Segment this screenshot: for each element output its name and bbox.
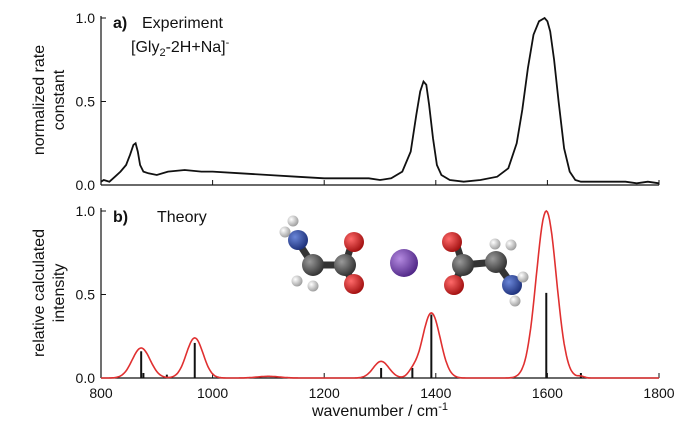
- panel-b-y-ticks: 0.0 0.5 1.0: [76, 203, 106, 386]
- glycine-left: [279, 215, 364, 294]
- panel-b-x-ticks: 800 1000 1200 1400 1600 1800: [89, 373, 675, 401]
- oxygen-atom: [442, 232, 462, 252]
- x-tick-label: 1600: [532, 385, 563, 401]
- experiment-series-line: [100, 16, 660, 185]
- panel-b-theory: 0.0 0.5 1.0 800 1000 1200 1400 1600 1800 b) The…: [31, 203, 675, 420]
- x-tick-label: 1200: [309, 385, 340, 401]
- x-tick-label: 1800: [643, 385, 674, 401]
- panel-a-y-ticks: 0.0 0.5 1.0: [76, 10, 106, 193]
- y-tick-label: 0.0: [76, 177, 96, 193]
- x-tick-label: 800: [89, 385, 113, 401]
- nitrogen-atom: [502, 275, 522, 295]
- x-tick-label: 1000: [197, 385, 228, 401]
- x-axis-label: wavenumber / cm-1: [311, 401, 448, 420]
- hydrogen-atom: [287, 215, 299, 227]
- y-tick-label: 0.5: [76, 94, 96, 110]
- hydrogen-atom: [307, 280, 319, 292]
- glycine-right: [442, 232, 529, 307]
- panel-b-y-axis-label-line2: intensity: [51, 264, 68, 323]
- theory-spectrum-curve: [101, 209, 659, 379]
- y-tick-label: 0.5: [76, 287, 96, 303]
- y-tick-label: 1.0: [76, 10, 96, 26]
- hydrogen-atom: [517, 271, 529, 283]
- nitrogen-atom: [288, 230, 308, 250]
- y-tick-label: 0.0: [76, 370, 96, 386]
- carbon-atom: [302, 254, 324, 276]
- glycine-sodium-complex-illustration: [279, 215, 529, 307]
- sodium-atom: [390, 249, 418, 277]
- carbon-atom: [485, 251, 507, 273]
- oxygen-atom: [344, 274, 364, 294]
- panel-b-title: Theory: [157, 209, 207, 226]
- panel-a-experiment: 0.0 0.5 1.0 a) Experiment [Gly2-2H+Na]- no…: [31, 10, 660, 193]
- panel-a-title: Experiment: [142, 15, 223, 32]
- oxygen-atom: [444, 275, 464, 295]
- y-tick-label: 1.0: [76, 203, 96, 219]
- panel-a-label: a): [113, 15, 127, 32]
- panel-a-y-axis-label-line2: constant: [51, 69, 68, 130]
- panel-b-y-axis-label: relative calculated: [31, 229, 48, 357]
- panel-a-species: [Gly2-2H+Na]-: [131, 37, 230, 59]
- carbon-atom: [452, 254, 474, 276]
- calculated-stick-spectrum: [140, 292, 582, 378]
- hydrogen-atom: [509, 295, 521, 307]
- panel-b-label: b): [113, 209, 128, 226]
- hydrogen-atom: [489, 238, 501, 250]
- hydrogen-atom: [279, 226, 291, 238]
- carbon-atom: [334, 254, 356, 276]
- hydrogen-atom: [291, 275, 303, 287]
- oxygen-atom: [344, 232, 364, 252]
- hydrogen-atom: [505, 239, 517, 251]
- panel-a-x-ticks: [100, 180, 660, 185]
- x-tick-label: 1400: [420, 385, 451, 401]
- panel-a-y-axis-label: normalized rate: [31, 45, 48, 155]
